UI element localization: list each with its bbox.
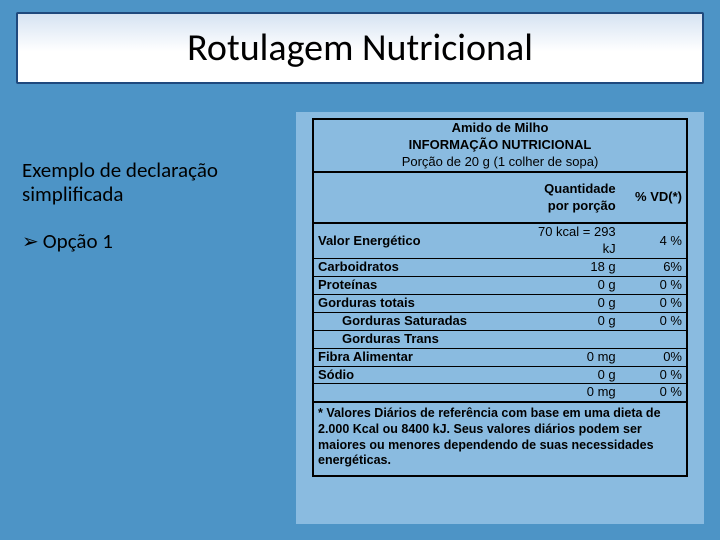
nutrient-vd: 4 % [620,223,687,258]
product-name: Amido de Milho [318,120,682,137]
table-header: Amido de Milho INFORMAÇÃO NUTRICIONAL Po… [313,119,687,172]
nutrient-name: Gorduras Saturadas [313,312,530,330]
table-row: Carboidratos18 g6% [313,259,687,277]
nutrient-name: Valor Energético [313,223,530,258]
table-row: Valor Energético70 kcal = 293 kJ4 % [313,223,687,258]
table-row: Gorduras Saturadas0 g0 % [313,312,687,330]
nutrient-name [313,384,530,402]
nutrient-vd: 0 % [620,312,687,330]
nutrient-value: 0 mg [530,384,620,402]
table-row: Proteínas0 g0 % [313,277,687,295]
table-row: Gorduras totais0 g0 % [313,295,687,313]
col-vd: % VD(*) [620,172,687,224]
nutrient-value: 0 g [530,366,620,384]
nutrient-value: 0 mg [530,348,620,366]
option-bullet: ➢Opção 1 [22,228,282,254]
col-quantity: Quantidade por porção [530,172,620,224]
example-line1: Exemplo de declaração [22,157,218,183]
nutrient-vd [620,330,687,348]
nutrient-value: 0 g [530,295,620,313]
nutrition-panel: Amido de Milho INFORMAÇÃO NUTRICIONAL Po… [296,112,704,524]
nutrient-value: 70 kcal = 293 kJ [530,223,620,258]
table-row: 0 mg0 % [313,384,687,402]
nutrient-name: Gorduras Trans [313,330,530,348]
slide-title: Rotulagem Nutricional [187,25,533,71]
nutrient-vd: 0% [620,348,687,366]
nutrient-value: 0 g [530,312,620,330]
column-headers: Quantidade por porção % VD(*) [313,172,687,224]
nutrient-vd: 0 % [620,384,687,402]
nutrient-vd: 0 % [620,295,687,313]
nutrient-value: 18 g [530,259,620,277]
nutrient-vd: 0 % [620,366,687,384]
table-row: Sódio0 g0 % [313,366,687,384]
nutrient-value: 0 g [530,277,620,295]
portion-text: Porção de 20 g (1 colher de sopa) [318,154,682,171]
nutrient-name: Sódio [313,366,530,384]
nutrient-vd: 6% [620,259,687,277]
example-label: Exemplo de declaração simplificada [22,158,282,206]
table-heading: INFORMAÇÃO NUTRICIONAL [318,137,682,154]
nutrient-name: Fibra Alimentar [313,348,530,366]
nutrient-name: Carboidratos [313,259,530,277]
col-empty [313,172,530,224]
footnote-text: * Valores Diários de referência com base… [313,402,687,476]
bullet-arrow-icon: ➢ [22,230,39,254]
title-box: Rotulagem Nutricional [16,12,704,84]
footnote-row: * Valores Diários de referência com base… [313,402,687,476]
nutrient-vd: 0 % [620,277,687,295]
left-text-block: Exemplo de declaração simplificada ➢Opçã… [22,158,282,254]
nutrient-value [530,330,620,348]
table-row: Gorduras Trans [313,330,687,348]
option-text: Opção 1 [43,228,113,254]
slide: Rotulagem Nutricional Exemplo de declara… [0,0,720,540]
nutrition-table: Amido de Milho INFORMAÇÃO NUTRICIONAL Po… [312,118,688,477]
nutrient-name: Proteínas [313,277,530,295]
nutrient-name: Gorduras totais [313,295,530,313]
table-row: Fibra Alimentar0 mg0% [313,348,687,366]
example-line2: simplificada [22,181,123,207]
